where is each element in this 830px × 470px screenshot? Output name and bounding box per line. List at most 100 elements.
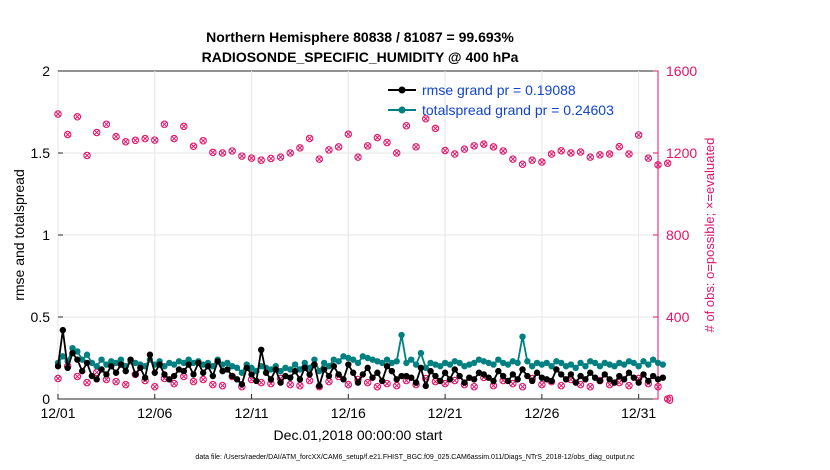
obs-possible-marker bbox=[209, 380, 217, 389]
obs-evaluated-marker bbox=[471, 143, 477, 149]
obs-point bbox=[373, 382, 382, 391]
y-tick-label-right: 400 bbox=[666, 309, 690, 325]
rmse-point bbox=[640, 371, 647, 378]
rmse-point bbox=[345, 361, 352, 368]
obs-evaluated-marker bbox=[403, 122, 410, 129]
rmse-point bbox=[645, 377, 652, 385]
obs-evaluated-marker bbox=[93, 129, 100, 136]
obs-possible-marker bbox=[112, 377, 120, 386]
obs-point bbox=[73, 112, 82, 121]
obs-point bbox=[509, 155, 517, 163]
right-y-axis-ticks: 0 400 800 1200 1600 bbox=[653, 63, 697, 407]
obs-possible-marker bbox=[121, 137, 130, 146]
obs-possible-marker bbox=[470, 382, 478, 391]
totalspread-point bbox=[108, 358, 115, 365]
x-tick-label: 12/16 bbox=[331, 405, 366, 421]
rmse-point bbox=[108, 363, 115, 370]
rmse-point bbox=[214, 358, 221, 365]
rmse-point bbox=[548, 377, 555, 385]
x-tick-label: 12/06 bbox=[137, 405, 172, 421]
obs-evaluated-marker bbox=[664, 396, 671, 402]
y-tick-label-left: 1.5 bbox=[31, 145, 51, 161]
totalspread-point bbox=[291, 361, 299, 368]
right-y-axis-label: # of obs: o=possible; ×=evaluated bbox=[702, 138, 717, 333]
obs-point bbox=[189, 142, 198, 150]
totalspread-point bbox=[611, 363, 618, 370]
totalspread-point bbox=[490, 361, 497, 368]
obs-evaluated-marker bbox=[432, 378, 439, 385]
totalspread-point bbox=[649, 356, 657, 363]
obs-possible-marker bbox=[363, 142, 372, 150]
obs-possible-marker bbox=[170, 379, 178, 388]
obs-point bbox=[151, 136, 159, 144]
obs-possible-marker bbox=[189, 142, 198, 150]
obs-point bbox=[63, 130, 72, 139]
totalspread-point bbox=[393, 358, 400, 365]
obs-possible-marker bbox=[586, 382, 595, 391]
obs-point bbox=[180, 122, 188, 131]
rmse-point bbox=[132, 371, 139, 378]
obs-possible-marker bbox=[634, 131, 643, 139]
obs-possible-marker bbox=[596, 151, 604, 159]
totalspread-point bbox=[112, 359, 120, 367]
rmse-point bbox=[524, 372, 531, 380]
obs-evaluated-marker bbox=[645, 155, 652, 161]
obs-possible-marker bbox=[73, 112, 82, 121]
totalspread-point bbox=[59, 353, 67, 360]
rmse-point bbox=[393, 376, 400, 383]
totalspread-point bbox=[601, 359, 608, 367]
rmse-point bbox=[282, 372, 289, 380]
obs-evaluated-marker bbox=[364, 379, 371, 386]
totalspread-point bbox=[340, 353, 347, 360]
obs-possible-marker bbox=[141, 134, 149, 143]
rmse-point bbox=[93, 376, 100, 383]
obs-evaluated-marker bbox=[432, 125, 439, 132]
rmse-point bbox=[301, 364, 308, 372]
totalspread-point bbox=[659, 361, 667, 368]
rmse-point bbox=[369, 374, 376, 381]
obs-evaluated-marker bbox=[510, 156, 516, 162]
totalspread-point bbox=[635, 363, 642, 370]
totalspread-point bbox=[277, 367, 284, 375]
obs-point bbox=[634, 131, 643, 139]
totalspread-point bbox=[553, 358, 560, 365]
totalspread-point bbox=[388, 359, 396, 367]
totalspread-point bbox=[161, 363, 168, 370]
obs-evaluated-marker bbox=[413, 144, 419, 150]
totalspread-point bbox=[335, 358, 342, 365]
rmse-point bbox=[354, 379, 362, 386]
obs-possible-marker bbox=[54, 374, 62, 383]
rmse-point bbox=[499, 372, 507, 380]
obs-possible-marker bbox=[354, 153, 362, 161]
obs-possible-marker bbox=[218, 149, 227, 157]
rmse-point bbox=[630, 374, 638, 381]
rmse-point bbox=[432, 372, 439, 380]
rmse-point bbox=[558, 371, 565, 378]
totalspread-point bbox=[320, 359, 328, 367]
chart-title-line-1: Northern Hemisphere 80838 / 81087 = 99.6… bbox=[206, 29, 514, 45]
obs-evaluated-marker bbox=[122, 138, 129, 145]
totalspread-point bbox=[630, 359, 638, 367]
obs-evaluated-marker bbox=[287, 381, 294, 388]
obs-point bbox=[325, 146, 333, 154]
obs-evaluated-marker bbox=[374, 383, 381, 390]
obs-evaluated-marker bbox=[74, 373, 81, 380]
totalspread-point bbox=[132, 359, 139, 367]
rmse-point bbox=[601, 371, 608, 378]
obs-possible-marker bbox=[402, 121, 411, 130]
obs-point bbox=[557, 146, 565, 155]
rmse-point bbox=[625, 369, 633, 376]
totalspread-point bbox=[451, 358, 458, 365]
totalspread-point bbox=[83, 351, 91, 358]
obs-possible-marker bbox=[557, 381, 565, 390]
rmse-point bbox=[267, 376, 275, 383]
rmse-point bbox=[180, 367, 188, 375]
obs-point bbox=[538, 158, 546, 166]
totalspread-point bbox=[238, 369, 246, 376]
obs-point bbox=[499, 147, 507, 155]
obs-possible-marker bbox=[296, 144, 304, 152]
rmse-point bbox=[596, 377, 604, 385]
rmse-point bbox=[243, 364, 250, 372]
obs-point bbox=[286, 380, 295, 389]
obs-possible-marker bbox=[421, 115, 430, 123]
